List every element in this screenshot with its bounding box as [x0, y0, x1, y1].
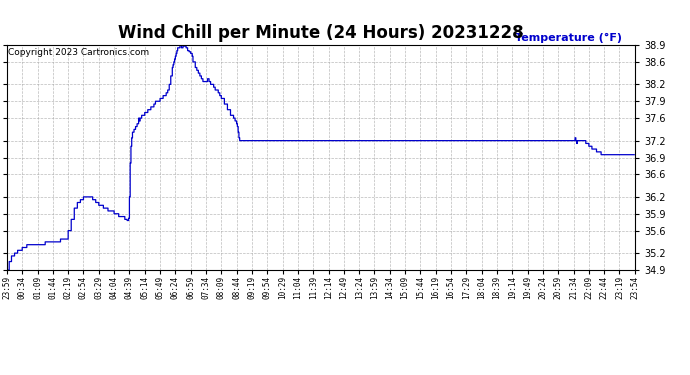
Title: Wind Chill per Minute (24 Hours) 20231228: Wind Chill per Minute (24 Hours) 2023122… — [118, 24, 524, 42]
Text: Copyright 2023 Cartronics.com: Copyright 2023 Cartronics.com — [8, 48, 148, 57]
Text: Temperature (°F): Temperature (°F) — [515, 33, 622, 43]
